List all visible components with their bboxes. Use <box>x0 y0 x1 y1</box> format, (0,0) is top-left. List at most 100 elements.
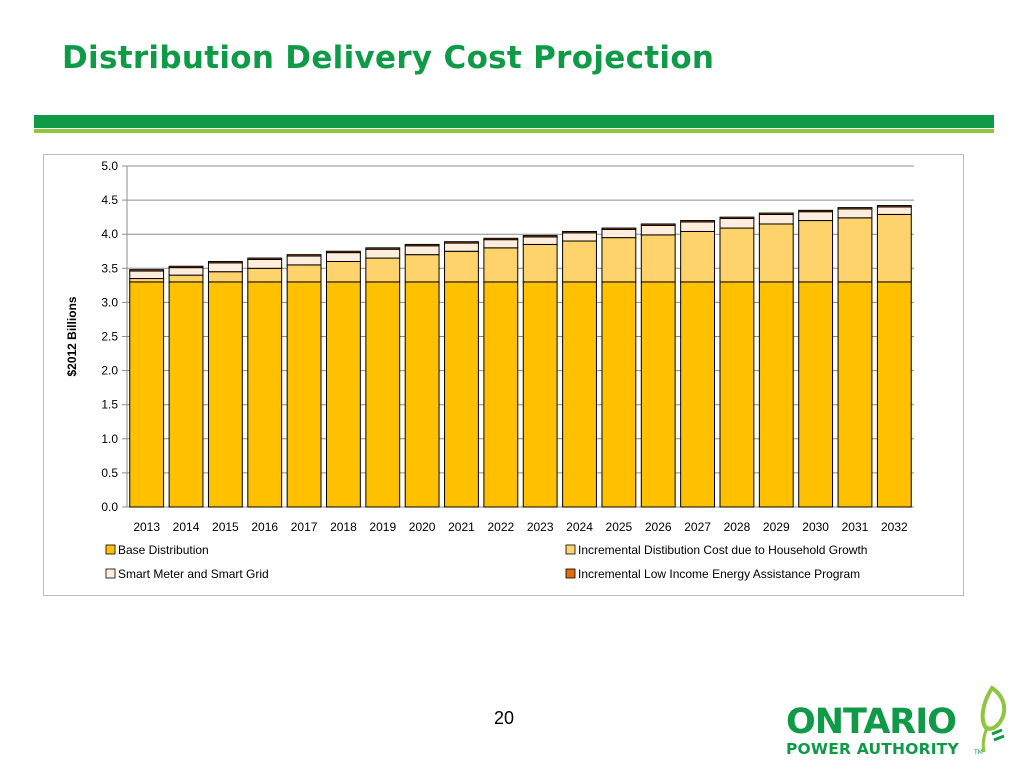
bar-segment-2 <box>326 260 361 283</box>
legend-swatch <box>565 568 576 579</box>
bar-segment-1 <box>640 281 676 508</box>
bar-segment-2 <box>365 257 401 283</box>
bar-segment-2 <box>562 240 597 283</box>
y-axis-title: $2012 Billions <box>65 296 79 376</box>
bar-segment-2 <box>798 220 834 283</box>
bar-segment-4 <box>168 265 204 269</box>
bar-segment-4 <box>286 254 322 257</box>
bar-segment-4 <box>640 223 676 226</box>
stacked-bar-chart: 0.0 0.5 1.0 1.5 2.0 2.5 3.0 3.5 4.0 4.5 5.0 $2012 B… <box>65 159 914 581</box>
title-divider-thin <box>34 129 994 133</box>
bar-segment-4 <box>444 241 479 244</box>
bar-segment-4 <box>247 257 283 260</box>
bar-segment-3 <box>326 252 361 262</box>
bar-segment-2 <box>207 271 243 283</box>
x-tick-label: 2029 <box>763 520 790 534</box>
bar-segment-3 <box>365 248 401 259</box>
bar-segment-3 <box>719 218 755 229</box>
bar-segment-1 <box>168 281 204 508</box>
bar-segment-4 <box>129 269 165 272</box>
x-tick-label: 2027 <box>684 520 711 534</box>
title-divider-thick <box>34 115 994 128</box>
x-tick-label: 2019 <box>369 520 396 534</box>
x-tick-label: 2018 <box>330 520 357 534</box>
bar-segment-4 <box>837 207 873 210</box>
bar-segment-2 <box>680 230 715 283</box>
slide-title: Distribution Delivery Cost Projection <box>62 40 715 76</box>
x-tick-label: 2020 <box>409 520 436 534</box>
legend-label: Incremental Distibution Cost due to Hous… <box>578 543 867 557</box>
legend-label: Base Distribution <box>118 543 209 557</box>
bar-segment-3 <box>837 208 873 219</box>
ontario-power-authority-logo: ONTARIO POWER AUTHORITY <box>786 704 959 758</box>
bar-segment-3 <box>483 239 519 249</box>
x-tick-label: 2031 <box>842 520 869 534</box>
bar-segment-4 <box>601 227 637 230</box>
legend-swatch <box>565 544 576 555</box>
bar-segment-2 <box>483 247 519 283</box>
bar-segment-3 <box>562 232 597 242</box>
y-tick-label: 2.5 <box>101 330 118 344</box>
bar-segment-1 <box>837 281 873 508</box>
bar-segment-4 <box>207 260 243 264</box>
bar-segment-1 <box>798 281 834 508</box>
bar-segment-4 <box>522 235 558 238</box>
y-tick-label: 0.5 <box>101 466 118 480</box>
logo-trademark: TM <box>973 749 983 756</box>
bar-segment-4 <box>483 237 519 241</box>
legend-label: Incremental Low Income Energy Assistance… <box>578 567 860 581</box>
bar-segment-3 <box>601 228 637 239</box>
bar-segment-1 <box>876 281 912 508</box>
x-tick-label: 2022 <box>487 520 514 534</box>
y-tick-label: 1.0 <box>101 432 118 446</box>
bar-segment-1 <box>365 281 401 508</box>
bar-segment-1 <box>483 281 519 508</box>
bar-segment-1 <box>286 281 322 508</box>
bar-segment-3 <box>444 242 479 252</box>
y-tick-label: 4.5 <box>101 193 118 207</box>
x-tick-label: 2014 <box>173 520 200 534</box>
bar-segment-4 <box>876 205 912 208</box>
bar-segment-1 <box>444 281 479 508</box>
bar-segment-1 <box>404 281 440 508</box>
x-tick-label: 2026 <box>645 520 672 534</box>
bar-segment-1 <box>680 281 715 508</box>
page-number: 20 <box>493 708 515 728</box>
x-tick-label: 2028 <box>724 520 751 534</box>
y-tick-label: 4.0 <box>101 227 118 241</box>
x-tick-label: 2015 <box>212 520 239 534</box>
legend-swatch <box>105 544 116 555</box>
bar-segment-2 <box>719 227 755 283</box>
bar-segment-1 <box>601 281 637 508</box>
bar-segment-4 <box>798 209 834 213</box>
bar-segment-3 <box>680 221 715 232</box>
x-tick-label: 2032 <box>881 520 908 534</box>
chart-area: 0.0 0.5 1.0 1.5 2.0 2.5 3.0 3.5 4.0 4.5 5.0 $2012 B… <box>43 154 964 596</box>
bar-segment-4 <box>404 243 440 247</box>
bar-segment-2 <box>286 264 322 283</box>
x-tick-label: 2013 <box>133 520 160 534</box>
bar-segment-3 <box>876 206 912 215</box>
x-tick-label: 2030 <box>802 520 829 534</box>
bar-segment-3 <box>207 262 243 273</box>
logo-line-ontario: ONTARIO <box>786 702 957 742</box>
x-tick-label: 2024 <box>566 520 593 534</box>
bar-segment-1 <box>719 281 755 508</box>
y-tick-label: 2.0 <box>101 364 118 378</box>
bar-segment-2 <box>404 254 440 283</box>
bar-segment-2 <box>876 213 912 283</box>
bar-segment-2 <box>247 267 283 283</box>
bar-segment-4 <box>680 220 715 223</box>
bar-segment-4 <box>562 230 597 234</box>
bar-segment-1 <box>247 281 283 508</box>
bar-segment-2 <box>640 234 676 283</box>
x-tick-label: 2017 <box>291 520 318 534</box>
bar-segment-3 <box>129 270 165 280</box>
bar-segment-2 <box>837 217 873 283</box>
bar-segment-3 <box>640 224 676 236</box>
bar-segment-3 <box>798 211 834 222</box>
x-tick-label: 2021 <box>448 520 475 534</box>
bar-segment-4 <box>365 247 401 250</box>
bar-segment-1 <box>758 281 794 508</box>
bar-segment-2 <box>168 274 204 283</box>
